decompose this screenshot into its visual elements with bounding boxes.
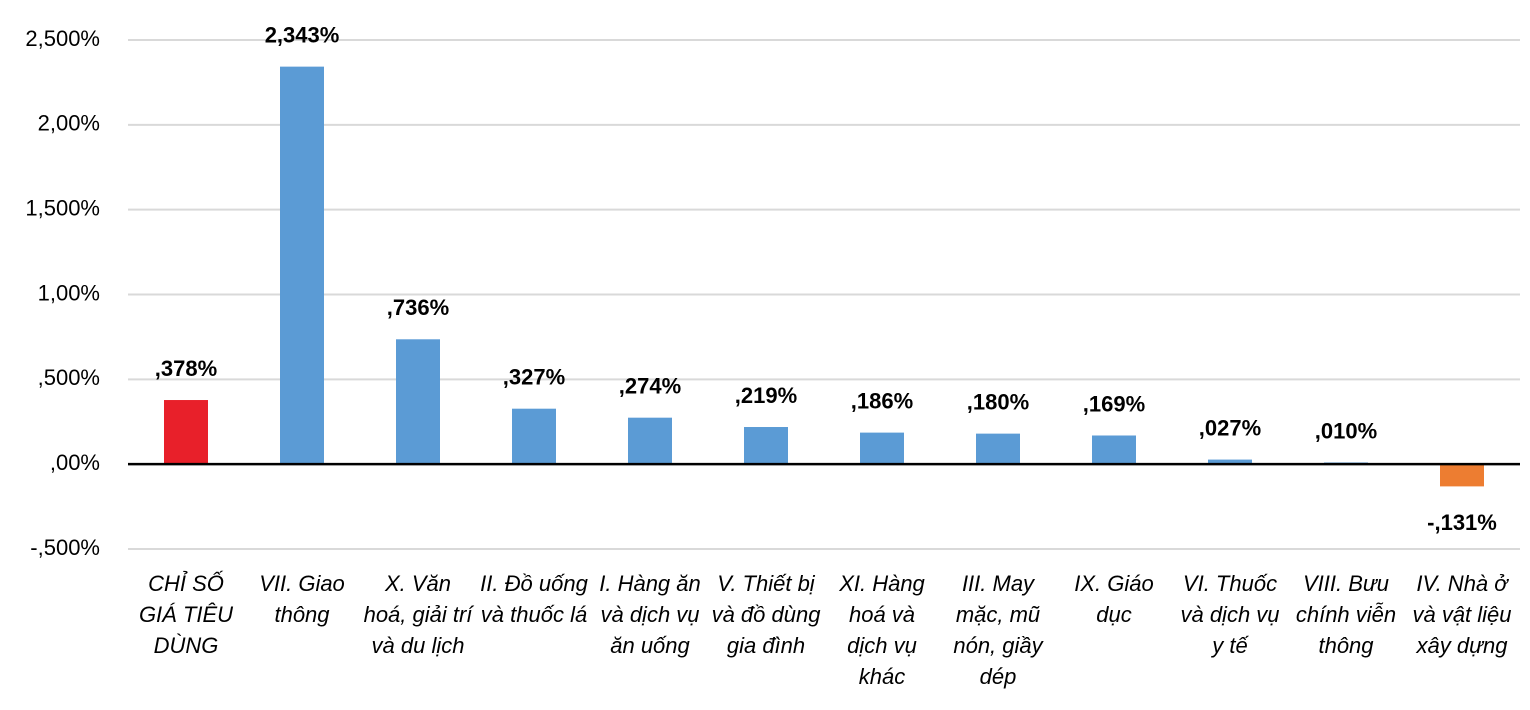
data-label: -,131% bbox=[1427, 510, 1497, 535]
data-label: ,180% bbox=[967, 389, 1029, 414]
data-label: ,010% bbox=[1315, 418, 1377, 443]
data-label: ,274% bbox=[619, 373, 681, 398]
bar bbox=[280, 66, 324, 465]
bar bbox=[396, 339, 440, 465]
y-tick-label: 2,00% bbox=[38, 111, 100, 136]
x-tick-label: CHỈ SỐ GIÁ TIÊU DÙNG bbox=[138, 571, 234, 658]
data-label: ,327% bbox=[503, 364, 565, 389]
y-tick-label: 2,500% bbox=[25, 26, 100, 51]
data-label: ,219% bbox=[735, 383, 797, 408]
bar bbox=[164, 400, 208, 465]
bar bbox=[1440, 464, 1484, 487]
x-tick-label: II. Đồ uống và thuốc lá bbox=[480, 571, 588, 627]
y-tick-label: -,500% bbox=[30, 535, 100, 560]
bar bbox=[512, 408, 556, 465]
bar bbox=[976, 433, 1020, 465]
x-tick-label: I. Hàng ăn và dịch vụ ăn uống bbox=[599, 571, 701, 658]
x-tick-label: X. Văn hoá, giải trí và du lịch bbox=[363, 571, 473, 658]
bar bbox=[1208, 459, 1252, 465]
x-tick-label: VII. Giao thông bbox=[259, 571, 345, 627]
data-label: 2,343% bbox=[265, 22, 340, 47]
data-label: ,169% bbox=[1083, 391, 1145, 416]
bar bbox=[1092, 435, 1136, 465]
x-tick-label: XI. Hàng hoá và dịch vụ khác bbox=[839, 571, 925, 689]
data-label: ,186% bbox=[851, 388, 913, 413]
data-label: ,027% bbox=[1199, 415, 1261, 440]
bar bbox=[860, 432, 904, 465]
x-tick-label: IX. Giáo dục bbox=[1074, 571, 1154, 627]
y-tick-label: ,00% bbox=[50, 450, 100, 475]
x-tick-label: IV. Nhà ở và vật liệu xây dựng bbox=[1412, 571, 1512, 658]
y-tick-label: 1,00% bbox=[38, 280, 100, 305]
bar bbox=[628, 417, 672, 465]
x-tick-label: III. May mặc, mũ nón, giầy dép bbox=[953, 571, 1043, 689]
y-tick-label: 1,500% bbox=[25, 195, 100, 220]
x-tick-label: VIII. Bưu chính viễn thông bbox=[1295, 571, 1397, 658]
x-tick-label: V. Thiết bị và đồ dùng gia đình bbox=[711, 571, 821, 658]
data-label: ,736% bbox=[387, 295, 449, 320]
y-tick-label: ,500% bbox=[38, 365, 100, 390]
bar bbox=[744, 427, 788, 465]
x-tick-label: VI. Thuốc và dịch vụ y tế bbox=[1180, 571, 1280, 658]
data-label: ,378% bbox=[155, 356, 217, 381]
